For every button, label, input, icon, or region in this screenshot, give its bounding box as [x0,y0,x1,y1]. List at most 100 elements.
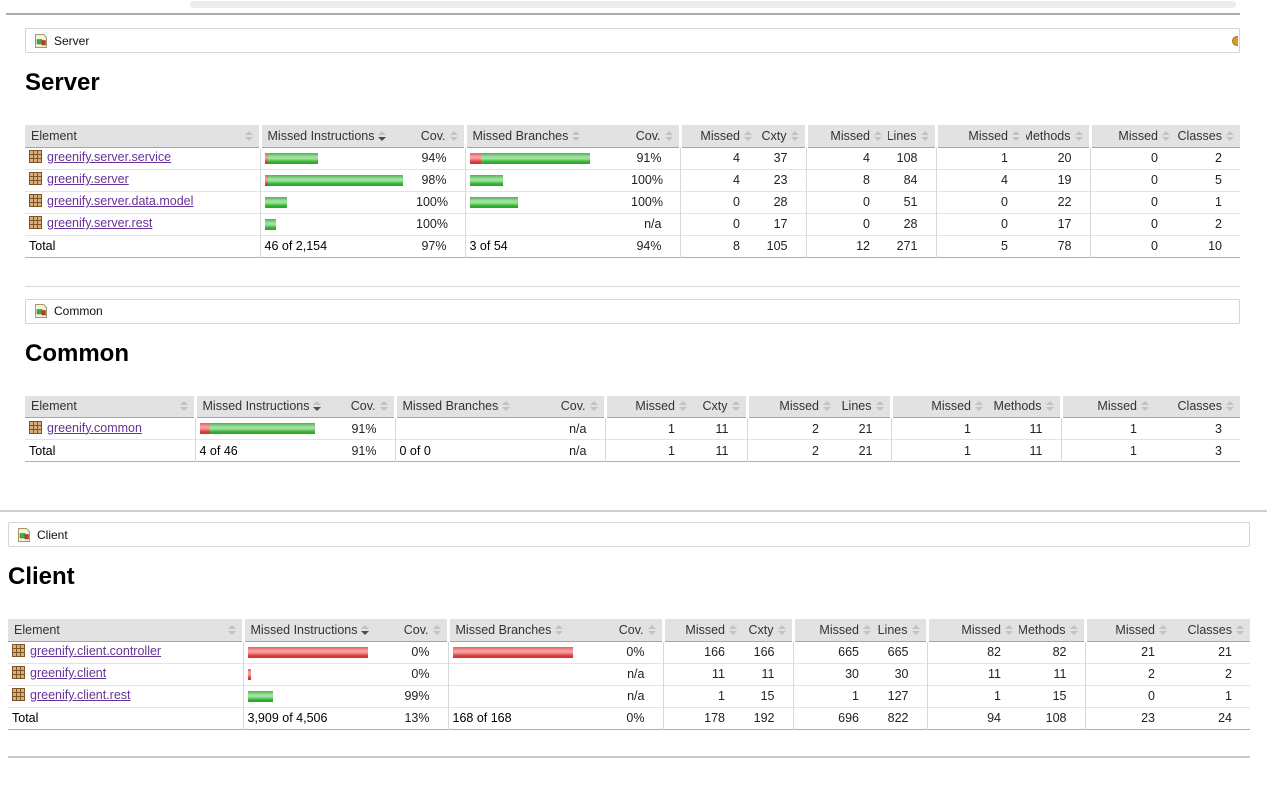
package-link[interactable]: greenify.client.rest [30,688,131,702]
sort-arrows-icon [679,401,687,412]
total-row: Total 46 of 2,154 97% 3 of 54 94% 8 105 … [25,235,1240,257]
missed-lines-cell: 665 [792,641,877,663]
sort-arrows-icon [920,130,929,141]
col-header-cxty[interactable]: Cxty [758,125,806,147]
coverage-bar [264,174,405,186]
header-row: Element Missed Instructions Cov. Missed … [25,125,1240,147]
col-header-missed-branches[interactable]: Missed Branches [463,125,625,147]
element-cell: greenify.server.data.model [25,191,260,213]
total-classes: 10 [1208,239,1222,253]
classes-cell: 2 [1215,151,1222,165]
missed-lines-cell: 2 [746,417,837,440]
sort-arrows-icon [449,130,458,141]
col-header-lines[interactable]: Lines [837,395,891,418]
col-header-missed-branches[interactable]: Missed Branches [393,395,555,418]
coverage-bar [264,218,405,230]
sort-arrows-icon [572,130,581,141]
cxty-cell: 28 [773,195,788,209]
sort-arrows-icon [911,624,920,635]
total-missed-lines: 696 [792,707,877,729]
divider [6,13,1240,15]
package-icon [12,688,25,704]
col-header-missed[interactable]: Missed [1059,395,1155,418]
package-link[interactable]: greenify.server [47,172,129,186]
missed-classes-cell: 0 [1089,169,1176,191]
page-title: Client [8,563,75,590]
col-header-cov[interactable]: Cov. [410,125,465,147]
horizontal-scrollbar[interactable] [190,1,1236,8]
total-instructions: 46 of 2,154 [259,235,410,257]
col-header-missed[interactable]: Missed [791,619,877,641]
package-link[interactable]: greenify.client.controller [30,644,162,658]
missed-cxty-cell: 0 [679,191,758,213]
sort-arrows-icon [823,401,831,412]
col-header-missed[interactable]: Missed [925,619,1019,641]
package-icon [29,420,42,437]
col-header-cov[interactable]: Cov. [608,619,663,641]
page-title: Server [25,69,100,96]
col-header-lines[interactable]: Lines [888,125,936,147]
col-header-cxty[interactable]: Cxty [743,619,793,641]
col-header-classes[interactable]: Classes [1173,619,1250,641]
col-header-missed-instructions[interactable]: Missed Instructions [258,125,410,147]
methods-cell: 11 [1029,421,1043,436]
instr-cov-cell: 0% [411,645,430,659]
sort-arrows-icon [874,130,882,141]
missed-methods-cell: 0 [935,191,1026,213]
col-header-missed[interactable]: Missed [661,619,743,641]
col-header-cov[interactable]: Cov. [345,395,395,418]
sort-arrows-icon [244,130,253,141]
col-header-cov[interactable]: Cov. [555,395,605,418]
package-link[interactable]: greenify.server.service [47,150,172,164]
col-header-missed[interactable]: Missed [745,395,837,418]
breadcrumb-label: Client [37,527,68,542]
table-row: greenify.common 91% n/a 1 11 2 21 1 11 1… [25,417,1240,440]
col-header-missed-instructions[interactable]: Missed Instructions [193,395,345,418]
col-header-missed-branches[interactable]: Missed Branches [446,619,608,641]
coverage-bar [264,196,405,208]
total-missed-methods: 5 [935,235,1026,257]
col-header-missed[interactable]: Missed [804,125,888,147]
instructions-bar-cell [242,641,393,663]
total-methods: 78 [1057,239,1072,253]
branch-cov-cell: 91% [636,151,662,165]
col-header-missed[interactable]: Missed [1088,125,1176,147]
sort-arrows-icon [790,130,799,141]
col-header-missed[interactable]: Missed [889,395,989,418]
header-row: Element Missed Instructions Cov. Missed … [25,395,1240,418]
instr-cov-cell: 98% [421,173,447,187]
package-link[interactable]: greenify.server.data.model [47,194,194,208]
col-header-element[interactable]: Element [25,125,260,147]
col-header-classes[interactable]: Classes [1176,125,1240,147]
col-header-methods[interactable]: Methods [989,395,1061,418]
col-header-lines[interactable]: Lines [877,619,927,641]
missed-lines-cell: 8 [805,169,888,191]
col-header-cov[interactable]: Cov. [625,125,680,147]
col-header-classes[interactable]: Classes [1155,395,1240,418]
branches-bar-cell [464,147,625,169]
col-header-methods[interactable]: Methods [1019,619,1085,641]
sort-arrows-icon [432,624,441,635]
sort-arrows-icon [1236,624,1244,635]
sessions-icon[interactable] [1232,36,1238,46]
col-header-cov[interactable]: Cov. [393,619,448,641]
breadcrumb: Server [25,28,1240,53]
col-header-element[interactable]: Element [8,619,243,641]
missed-lines-cell: 1 [792,685,877,707]
package-link[interactable]: greenify.server.rest [47,216,153,230]
package-link[interactable]: greenify.client [30,666,107,680]
package-icon [29,150,42,166]
table-row: greenify.server.service 94% 91% 4 37 4 1… [25,147,1240,169]
col-header-missed[interactable]: Missed [1083,619,1173,641]
col-header-missed-instructions[interactable]: Missed Instructions [241,619,393,641]
col-header-missed[interactable]: Missed [934,125,1026,147]
col-header-missed[interactable]: Missed [678,125,758,147]
header-row: Element Missed Instructions Cov. Missed … [8,619,1250,641]
col-header-cxty[interactable]: Cxty [693,395,747,418]
divider [0,510,1267,512]
col-header-element[interactable]: Element [25,395,195,418]
package-link[interactable]: greenify.common [47,420,142,435]
col-header-missed[interactable]: Missed [603,395,693,418]
col-header-methods[interactable]: Methods [1026,125,1090,147]
